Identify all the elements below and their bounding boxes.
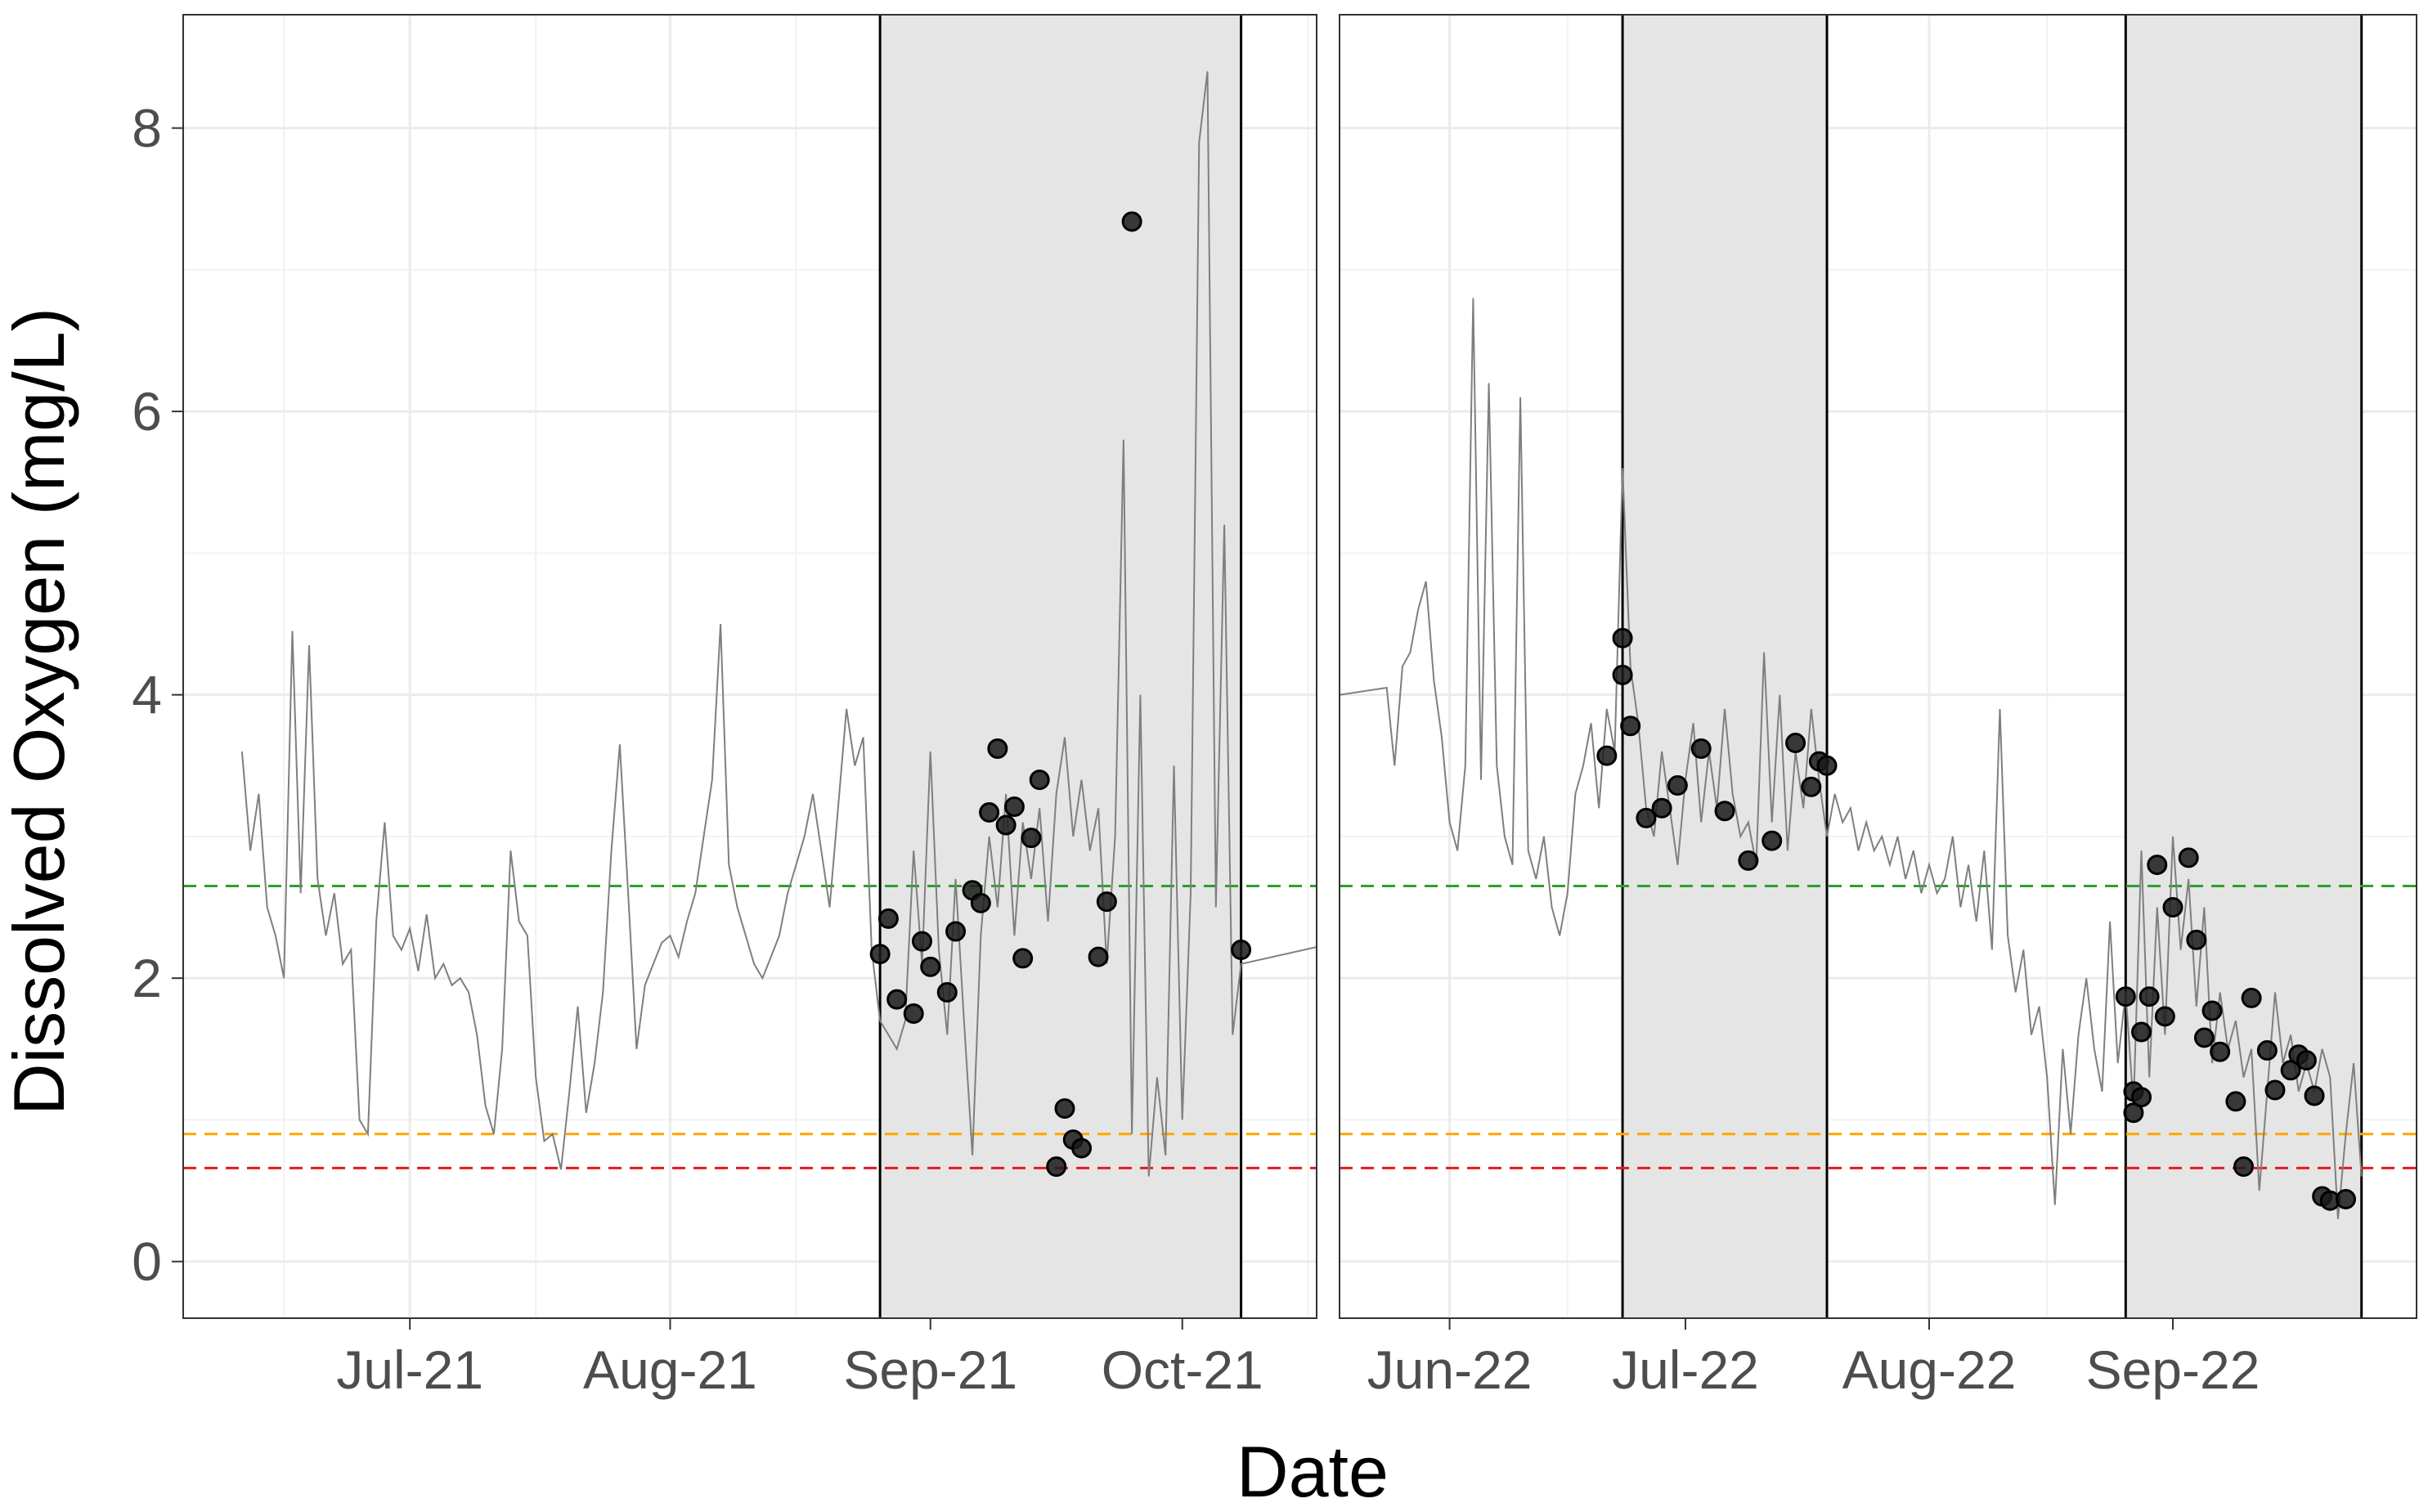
- x-tick-label: Oct-21: [1102, 1339, 1263, 1400]
- sample-point: [2225, 1091, 2246, 1112]
- shaded-period: [2125, 15, 2362, 1318]
- sample-point: [1029, 769, 1050, 791]
- sample-point: [2304, 1085, 2325, 1106]
- sample-point: [1071, 1137, 1093, 1159]
- sample-point: [1738, 850, 1759, 871]
- panel-border: [182, 14, 1317, 1319]
- sample-point: [2280, 1060, 2301, 1081]
- sample-point: [2210, 1041, 2231, 1062]
- oxygen-series-line: [1340, 298, 2363, 1219]
- y-axis: 0 2 4 6 8: [132, 98, 183, 1292]
- sample-point: [1690, 738, 1712, 759]
- sample-point: [995, 814, 1017, 836]
- sample-point: [2178, 847, 2199, 868]
- sample-point: [2296, 1050, 2317, 1071]
- x-tick-label: Jul-21: [336, 1339, 483, 1400]
- sample-point: [2162, 897, 2183, 918]
- sample-point: [1667, 775, 1688, 796]
- oxygen-series-line: [240, 71, 1317, 1177]
- sample-point: [1096, 891, 1117, 913]
- x-tick-label: Aug-21: [583, 1339, 757, 1400]
- y-tick-label: 8: [132, 98, 162, 159]
- panels: Jul-21 Aug-21 Sep-21 Oct-21 Jun-22 Jul-22 Aug-…: [182, 14, 2417, 1400]
- sample-point: [936, 982, 958, 1003]
- sample-point: [2256, 1040, 2278, 1061]
- sample-point: [2186, 929, 2207, 950]
- sample-point: [1785, 733, 1806, 754]
- sample-point: [2131, 1021, 2152, 1043]
- sample-point: [1801, 776, 1822, 797]
- sample-point: [2193, 1027, 2215, 1048]
- sample-point: [1231, 940, 1252, 961]
- panel-2: Jun-22 Jul-22 Aug-22 Sep-22: [1339, 14, 2417, 1400]
- panel-plot-area: [1340, 15, 2417, 1318]
- panel-border: [1339, 14, 2417, 1319]
- sample-point: [1054, 1098, 1075, 1119]
- sample-point: [1636, 807, 1657, 828]
- sample-point: [2233, 1156, 2255, 1178]
- sample-point: [979, 801, 1000, 823]
- sample-point: [2264, 1079, 2286, 1101]
- x-axis-title: Date: [1236, 1431, 1389, 1512]
- x-tick-label: Jul-22: [1612, 1339, 1759, 1400]
- sample-point: [970, 892, 991, 913]
- sample-point: [2154, 1006, 2175, 1027]
- sample-point: [1612, 664, 1633, 685]
- sample-point: [920, 956, 941, 977]
- sample-point: [2131, 1087, 2152, 1108]
- shaded-period: [880, 15, 1241, 1318]
- sample-point: [1003, 796, 1025, 818]
- panel-1: Jul-21 Aug-21 Sep-21 Oct-21: [182, 14, 1317, 1400]
- sample-point: [1651, 797, 1672, 819]
- panel-plot-area: [183, 15, 1317, 1318]
- sample-point: [2115, 986, 2136, 1007]
- y-tick-label: 0: [132, 1232, 162, 1292]
- sample-point: [877, 908, 899, 929]
- sample-point: [1088, 946, 1109, 967]
- x-tick-label: Jun-22: [1367, 1339, 1533, 1400]
- sample-point: [945, 921, 967, 942]
- sample-point: [2139, 986, 2160, 1007]
- sample-point: [1612, 627, 1633, 648]
- x-tick-label: Sep-21: [843, 1339, 1017, 1400]
- sample-point: [2147, 855, 2168, 876]
- sample-point: [903, 1003, 924, 1024]
- shaded-period: [1622, 15, 1828, 1318]
- sample-point: [886, 989, 908, 1010]
- sample-point: [1816, 755, 1838, 776]
- sample-point: [1121, 211, 1142, 232]
- sample-point: [1596, 745, 1618, 766]
- sample-point: [2201, 1000, 2223, 1021]
- sample-point: [1021, 828, 1042, 849]
- sample-point: [911, 931, 932, 952]
- y-tick-label: 2: [132, 948, 162, 1008]
- y-tick-label: 4: [132, 665, 162, 725]
- sample-point: [987, 738, 1008, 759]
- y-tick-label: 6: [132, 381, 162, 442]
- sample-point: [1762, 830, 1783, 851]
- sample-point: [2335, 1188, 2356, 1209]
- sample-point: [1714, 801, 1735, 822]
- y-axis-title: Dissolved Oxygen (mg/L): [0, 307, 79, 1115]
- sample-point: [869, 944, 891, 965]
- sample-point: [1012, 948, 1034, 969]
- sample-point: [2241, 987, 2262, 1008]
- sample-point: [1620, 716, 1641, 737]
- x-tick-label: Sep-22: [2086, 1339, 2260, 1400]
- sample-point: [2123, 1102, 2144, 1124]
- x-tick-label: Aug-22: [1842, 1339, 2017, 1400]
- sample-point: [1046, 1156, 1067, 1178]
